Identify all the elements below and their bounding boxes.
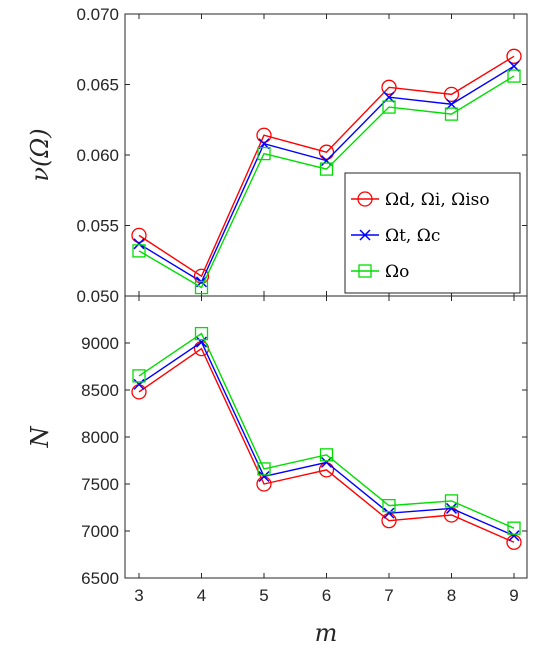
legend-marker xyxy=(357,191,373,207)
data-point xyxy=(258,470,270,483)
legend-marker xyxy=(358,264,372,278)
data-point xyxy=(507,521,521,535)
y-tick-label: 9000 xyxy=(81,334,119,353)
axes-box xyxy=(124,295,528,579)
x-tick-label: 6 xyxy=(322,586,331,605)
legend-label: Ωt, Ωc xyxy=(385,226,440,246)
data-point xyxy=(131,227,147,244)
x-marker-stroke xyxy=(445,502,458,514)
x-tick-label: 9 xyxy=(509,586,518,605)
data-point xyxy=(382,498,396,513)
y-tick-label: 6500 xyxy=(81,569,119,588)
data-point xyxy=(195,336,208,348)
series-line xyxy=(138,55,515,278)
legend-box xyxy=(344,172,521,294)
x-marker-stroke xyxy=(508,530,520,542)
x-marker-stroke xyxy=(133,378,145,390)
data-point xyxy=(445,502,458,514)
y-axis-label: ν(Ω) xyxy=(26,128,54,181)
top-panel: 0.050 0.055 0.060 0.065 0.070 ν(Ω) Ωd, Ωi, Ωis… xyxy=(26,5,528,306)
x-tick-label: 3 xyxy=(134,586,143,605)
x-marker-stroke xyxy=(320,456,333,468)
data-point xyxy=(382,100,396,114)
data-point xyxy=(319,448,334,462)
data-point xyxy=(194,280,209,295)
x-marker-stroke xyxy=(195,336,208,348)
legend-marker xyxy=(359,229,371,241)
x-tick-label: 8 xyxy=(447,586,456,605)
data-point xyxy=(381,79,397,95)
y-axis-label: N xyxy=(26,426,54,449)
data-point xyxy=(444,494,459,508)
data-point xyxy=(320,456,333,468)
data-point xyxy=(257,146,271,161)
x-marker-stroke xyxy=(359,229,371,241)
data-point xyxy=(319,162,334,176)
series-line xyxy=(138,347,515,543)
x-marker-stroke xyxy=(320,155,333,167)
data-point xyxy=(318,144,335,160)
y-tick-label: 0.050 xyxy=(76,287,119,306)
y-tick-label: 0.055 xyxy=(76,217,119,236)
x-tick-label: 7 xyxy=(384,586,393,605)
data-point xyxy=(133,378,145,390)
data-point xyxy=(193,268,210,284)
legend: Ωd, Ωi, Ωiso Ωt, Ωc Ωo xyxy=(344,172,521,294)
data-point xyxy=(507,69,521,83)
y-tick-label: 0.065 xyxy=(76,76,119,95)
data-point xyxy=(320,155,333,167)
legend-label: Ωd, Ωi, Ωiso xyxy=(385,190,490,210)
y-tick-label: 0.060 xyxy=(76,146,119,165)
data-point xyxy=(257,462,271,476)
data-point xyxy=(508,530,520,542)
y-tick-label: 0.070 xyxy=(76,5,119,24)
data-point xyxy=(194,326,209,341)
x-axis-label: m xyxy=(315,619,338,647)
x-marker-stroke xyxy=(258,470,270,483)
data-point xyxy=(506,48,522,64)
series-line xyxy=(138,75,515,289)
y-tick-label: 8500 xyxy=(81,381,119,400)
x-tick-label: 5 xyxy=(259,586,268,605)
data-point xyxy=(383,507,395,519)
y-tick-label: 7500 xyxy=(81,475,119,494)
series-line xyxy=(138,332,515,529)
x-marker-stroke xyxy=(133,238,145,250)
data-point xyxy=(132,244,146,258)
data-point xyxy=(256,127,272,143)
x-tick-label: 4 xyxy=(197,586,206,605)
x-marker-stroke xyxy=(383,507,395,519)
legend-label: Ωo xyxy=(385,262,409,282)
y-tick-label: 8000 xyxy=(81,428,119,447)
y-tick-label: 7000 xyxy=(81,522,119,541)
data-point xyxy=(132,369,146,383)
bottom-panel: 6500 7000 7500 8000 8500 9000 3 4 5 6 7 8 9 Nm xyxy=(26,295,528,647)
data-point xyxy=(443,86,460,103)
data-point xyxy=(444,107,459,121)
data-point xyxy=(133,238,145,250)
